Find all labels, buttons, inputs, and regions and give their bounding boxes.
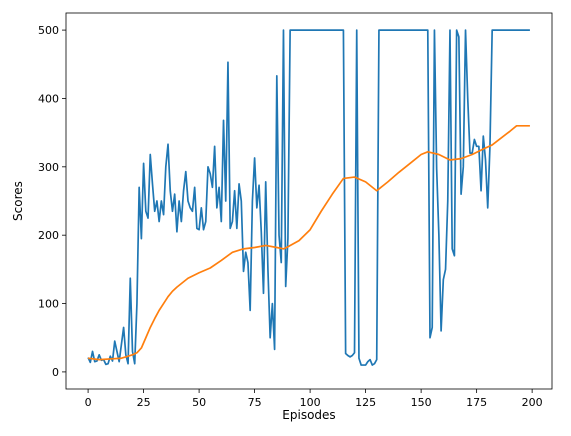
x-tick-label: 200 xyxy=(522,396,543,409)
plot-frame xyxy=(65,12,553,390)
x-tick-label: 75 xyxy=(248,396,262,409)
series-line-2 xyxy=(87,124,530,361)
y-axis-ticks: 0 100 200 300 400 500 xyxy=(38,24,66,379)
series-line-1 xyxy=(87,29,530,366)
x-tick-label: 125 xyxy=(355,396,376,409)
y-tick-label: 200 xyxy=(38,229,59,242)
x-tick-label: 175 xyxy=(466,396,487,409)
y-tick-label: 500 xyxy=(38,24,59,37)
y-tick-label: 0 xyxy=(52,366,59,379)
y-tick-label: 300 xyxy=(38,161,59,174)
x-tick-label: 50 xyxy=(192,396,206,409)
series-layer xyxy=(87,29,530,366)
x-tick-label: 100 xyxy=(300,396,321,409)
y-tick-label: 100 xyxy=(38,298,59,311)
x-axis-ticks: 0 25 50 75 100 125 150 175 200 xyxy=(85,389,543,409)
x-tick-label: 25 xyxy=(137,396,151,409)
x-axis-label: Episodes xyxy=(282,408,335,422)
y-axis-label: Scores xyxy=(11,181,25,221)
x-tick-label: 0 xyxy=(85,396,92,409)
y-tick-label: 400 xyxy=(38,92,59,105)
x-tick-label: 150 xyxy=(411,396,432,409)
